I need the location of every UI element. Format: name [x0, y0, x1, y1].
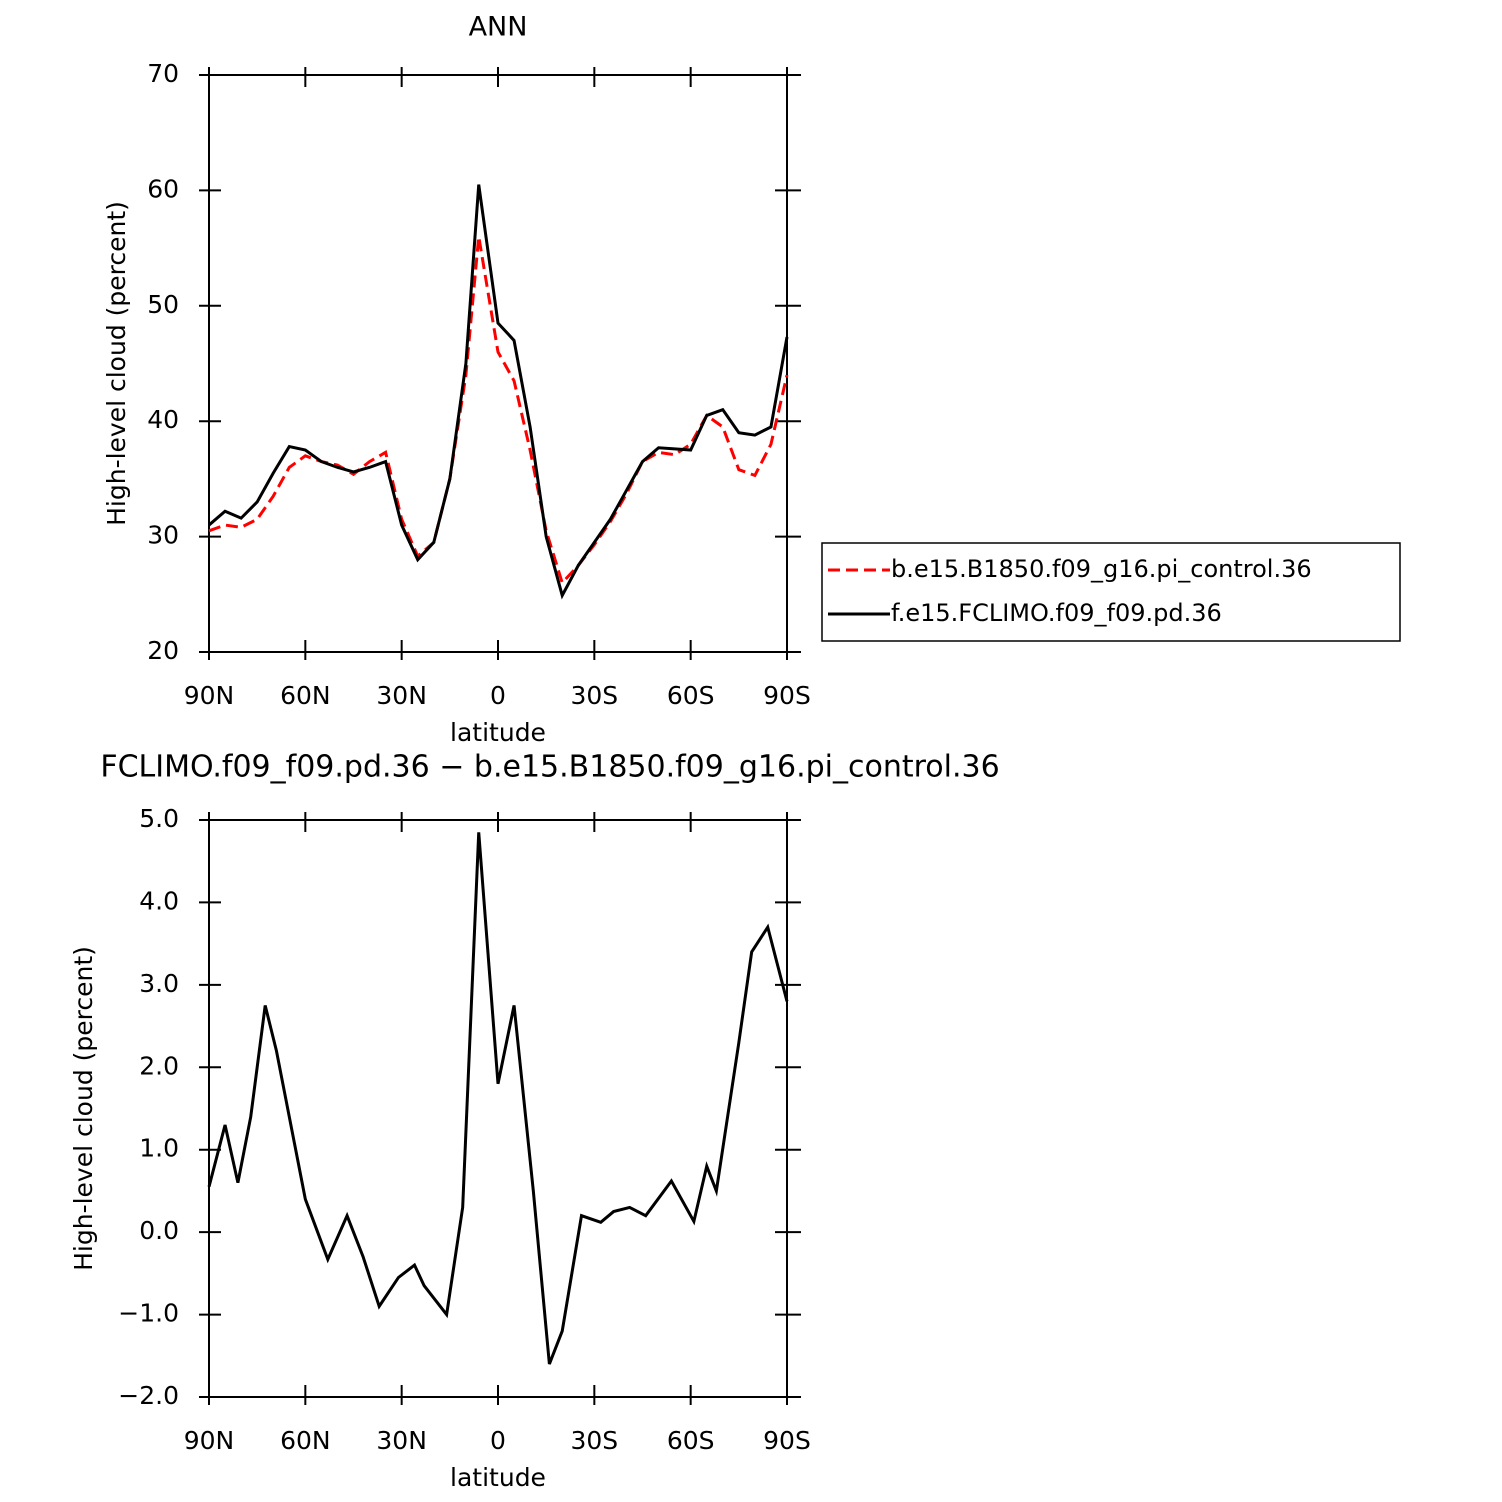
x-tick-label: 60N — [280, 1426, 331, 1455]
y-tick-label: −2.0 — [118, 1381, 179, 1410]
y-tick-label: 2.0 — [139, 1051, 179, 1080]
y-tick-label: 5.0 — [139, 804, 179, 833]
x-tick-label: 60S — [667, 1426, 715, 1455]
y-tick-label: −1.0 — [118, 1299, 179, 1328]
y-tick-label: 1.0 — [139, 1134, 179, 1163]
x-tick-label: 60S — [667, 681, 715, 710]
y-tick-label: 50 — [147, 290, 179, 319]
x-tick-label: 60N — [280, 681, 331, 710]
chart-title: ANN — [469, 12, 528, 43]
y-axis-label: High-level cloud (percent) — [102, 201, 131, 526]
legend-box — [821, 542, 1401, 642]
y-tick-label: 60 — [147, 174, 179, 203]
y-axis-label: High-level cloud (percent) — [69, 946, 98, 1271]
plot-frame — [208, 74, 788, 653]
data-line — [208, 236, 789, 586]
x-axis-label: latitude — [450, 718, 546, 747]
x-tick-label: 0 — [490, 1426, 506, 1455]
x-tick-label: 0 — [490, 681, 506, 710]
legend-label: b.e15.B1850.f09_g16.pi_control.36 — [891, 555, 1312, 583]
chart-title: FCLIMO.f09_f09.pd.36 − b.e15.B1850.f09_g… — [100, 750, 999, 785]
y-tick-label: 0.0 — [139, 1216, 179, 1245]
y-tick-label: 3.0 — [139, 969, 179, 998]
x-tick-label: 30N — [376, 1426, 427, 1455]
x-tick-label: 90N — [184, 681, 235, 710]
x-tick-label: 90S — [763, 1426, 811, 1455]
x-tick-label: 90S — [763, 681, 811, 710]
x-tick-label: 30N — [376, 681, 427, 710]
y-tick-label: 20 — [147, 636, 179, 665]
y-tick-label: 40 — [147, 405, 179, 434]
plot-frame — [208, 819, 788, 1398]
x-tick-label: 30S — [570, 681, 618, 710]
x-tick-label: 90N — [184, 1426, 235, 1455]
data-line — [208, 184, 789, 600]
x-axis-label: latitude — [450, 1463, 546, 1492]
x-tick-label: 30S — [570, 1426, 618, 1455]
y-tick-label: 30 — [147, 521, 179, 550]
legend-label: f.e15.FCLIMO.f09_f09.pd.36 — [891, 599, 1222, 627]
data-line — [207, 832, 789, 1365]
y-tick-label: 4.0 — [139, 886, 179, 915]
y-tick-label: 70 — [147, 59, 179, 88]
